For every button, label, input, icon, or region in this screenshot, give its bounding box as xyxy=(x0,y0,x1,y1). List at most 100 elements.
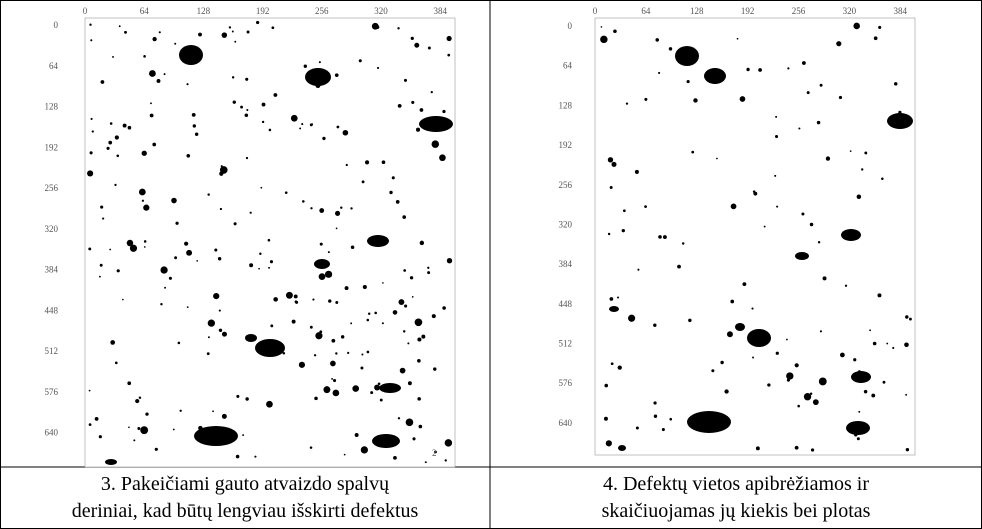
defect-dot xyxy=(260,186,263,189)
y-tick-label: 320 xyxy=(45,224,59,234)
defect-dot xyxy=(431,314,436,319)
defect-dot xyxy=(324,270,333,278)
defect-dot xyxy=(803,393,812,401)
defect-dot xyxy=(905,315,909,319)
defect-dot xyxy=(604,383,609,388)
defect-dot xyxy=(149,70,156,77)
defect-dot xyxy=(392,310,398,315)
x-tick-label: 0 xyxy=(83,6,88,16)
defect-dot xyxy=(395,200,400,204)
defect-dot xyxy=(412,437,416,441)
defect-dot xyxy=(818,377,827,386)
defect-blob xyxy=(305,68,331,86)
defect-dot xyxy=(864,151,868,155)
defect-dot xyxy=(434,450,437,454)
defect-dot xyxy=(439,154,446,162)
defect-dot xyxy=(171,197,177,204)
defect-blob xyxy=(851,371,871,383)
defect-dot xyxy=(88,423,92,427)
defect-dot xyxy=(138,396,142,399)
defect-dot xyxy=(309,325,313,329)
y-tick-label: 64 xyxy=(49,61,59,71)
defect-dot xyxy=(724,389,729,394)
defect-dot xyxy=(825,156,831,161)
defect-dot xyxy=(447,53,451,57)
defect-dot xyxy=(402,330,406,333)
defect-dot xyxy=(836,41,842,47)
defect-dot xyxy=(213,292,220,300)
defect-blob xyxy=(887,113,913,129)
defect-dot xyxy=(232,100,236,104)
defect-blob xyxy=(372,434,400,448)
defect-dot xyxy=(174,256,178,260)
caption-line: deriniai, kad būtų lengviau išskirti def… xyxy=(72,500,419,522)
defect-dot xyxy=(607,232,611,236)
defect-blob xyxy=(379,383,401,393)
x-tick-label: 64 xyxy=(641,6,651,16)
defect-dot xyxy=(207,193,210,196)
defect-dot xyxy=(418,424,423,429)
defect-dot xyxy=(427,266,430,269)
defect-dot xyxy=(806,91,810,95)
defect-dot xyxy=(293,294,298,299)
defect-dot xyxy=(87,170,94,177)
defect-dot xyxy=(168,276,172,280)
defect-dot xyxy=(323,386,331,394)
defect-dot xyxy=(442,306,446,310)
defect-blob xyxy=(609,306,619,312)
defect-dot xyxy=(658,71,661,75)
defect-dot xyxy=(156,79,161,83)
defect-dot xyxy=(350,245,355,250)
defect-dot xyxy=(877,293,882,298)
defect-dot xyxy=(98,435,102,439)
defect-dot xyxy=(106,146,110,150)
defect-dot xyxy=(669,417,673,421)
defect-blob xyxy=(179,45,203,65)
defect-dot xyxy=(751,307,754,310)
defect-dot xyxy=(218,328,223,332)
defect-dot xyxy=(403,78,408,82)
defect-dot xyxy=(398,299,405,306)
defect-dot xyxy=(350,322,353,325)
defect-dot xyxy=(366,350,370,354)
defect-dot xyxy=(179,409,182,412)
defect-dot xyxy=(172,428,175,431)
defect-dot xyxy=(787,67,790,70)
defect-dot xyxy=(417,337,422,342)
defect-dot xyxy=(235,454,240,459)
defect-dot xyxy=(622,209,626,213)
defect-dot xyxy=(114,361,118,365)
y-tick-label: 256 xyxy=(45,183,59,193)
defect-dot xyxy=(285,291,293,299)
defect-dot xyxy=(152,142,157,147)
defect-blob xyxy=(795,252,809,260)
defect-dot xyxy=(186,83,189,86)
defect-dot xyxy=(882,380,886,384)
defect-dot xyxy=(397,104,402,108)
defect-dot xyxy=(100,205,104,209)
y-tick-label: 640 xyxy=(559,418,573,428)
defect-dot xyxy=(720,360,724,365)
defect-dot xyxy=(228,26,232,29)
defect-dot xyxy=(644,205,647,208)
x-tick-label: 128 xyxy=(197,6,211,16)
y-tick-label: 384 xyxy=(45,265,59,275)
defect-dot xyxy=(149,113,154,118)
defect-dot xyxy=(269,260,274,264)
defect-dot xyxy=(752,190,756,193)
defect-dot xyxy=(207,319,215,327)
defect-dot xyxy=(163,73,166,76)
y-tick-label: 128 xyxy=(45,102,59,112)
defect-dot xyxy=(221,32,228,38)
defect-dot xyxy=(100,80,105,84)
defect-dot xyxy=(658,235,662,239)
defect-dot xyxy=(382,282,384,284)
defect-dot xyxy=(234,40,237,43)
defect-dot xyxy=(270,324,274,328)
defect-dot xyxy=(611,161,617,167)
y-tick-label: 128 xyxy=(559,100,573,110)
defect-dot xyxy=(786,372,794,380)
defect-dot xyxy=(424,461,427,464)
defect-dot xyxy=(301,123,304,126)
